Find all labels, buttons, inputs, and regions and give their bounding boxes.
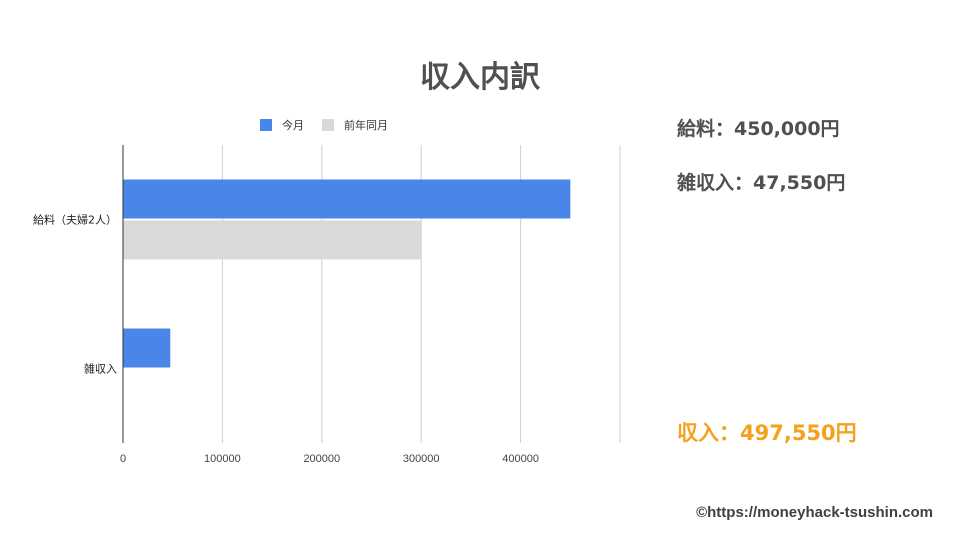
bar-current-month [123, 179, 571, 219]
chart-title: 収入内訳 [420, 60, 540, 95]
x-tick-label: 100000 [204, 453, 241, 465]
legend-label: 今月 [282, 118, 304, 132]
x-tick-label: 300000 [403, 453, 440, 465]
x-tick-label: 400000 [502, 453, 539, 465]
bar-current-month [123, 328, 171, 368]
total-income-summary: 収入：497,550円 [677, 421, 857, 445]
bar-prior-year [123, 220, 422, 260]
legend-swatch [260, 119, 272, 131]
source-credit: ©https://moneyhack-tsushin.com [696, 504, 933, 521]
category-label: 給料（夫婦2人） [33, 213, 117, 227]
x-tick-label: 0 [120, 453, 126, 465]
salary-summary: 給料：450,000円 [677, 118, 840, 140]
category-label: 雑収入 [84, 362, 117, 376]
x-tick-label: 200000 [303, 453, 340, 465]
legend-label: 前年同月 [344, 118, 388, 132]
legend-swatch [322, 119, 334, 131]
misc-income-summary: 雑収入：47,550円 [677, 172, 846, 194]
